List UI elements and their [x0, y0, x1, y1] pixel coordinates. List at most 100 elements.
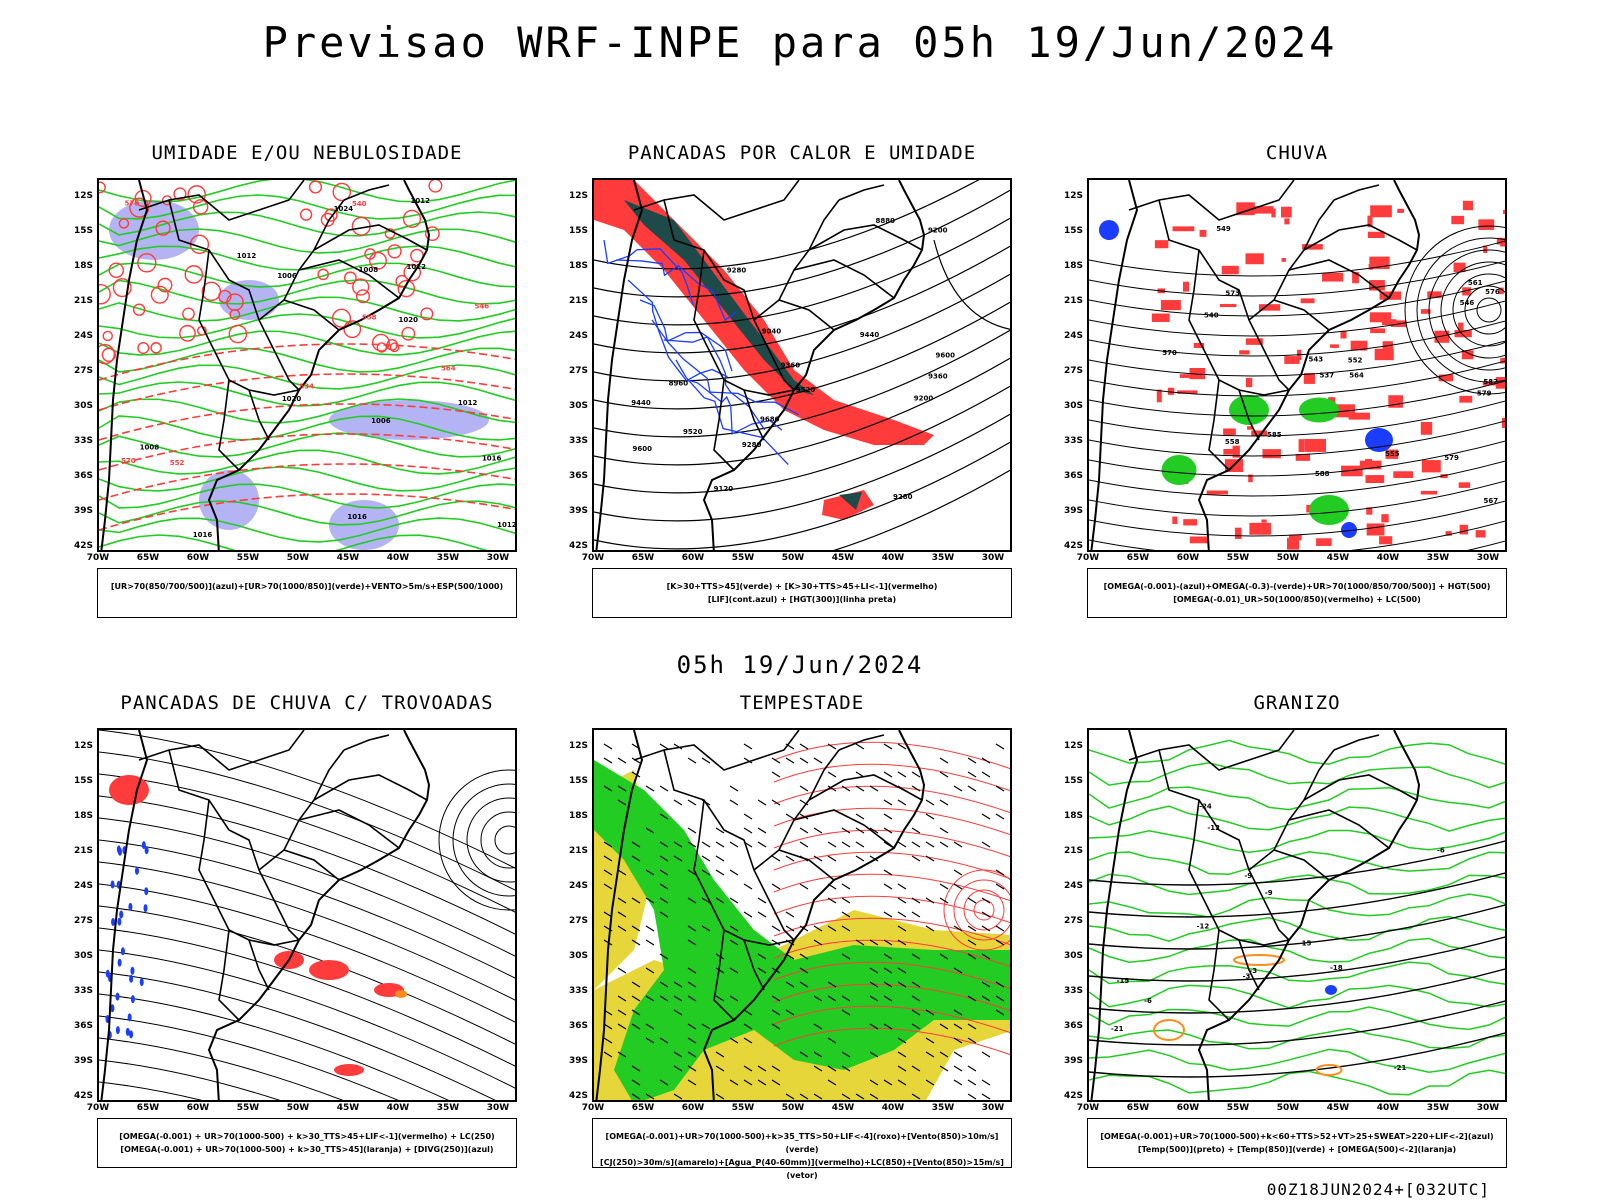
wind-vector	[687, 995, 697, 1002]
temp-850-contour	[1089, 1069, 1505, 1096]
political-border	[298, 809, 400, 849]
latitude-label: 27S	[73, 366, 93, 376]
legend-line: [OMEGA(-0.01)_UR>50(1000/850)(vermelho) …	[1173, 595, 1421, 604]
wind-vector	[981, 841, 991, 848]
thickness-contour	[182, 307, 195, 321]
wind-vector	[715, 1065, 725, 1072]
political-border	[298, 259, 400, 299]
map-canvas: 582 585 579 576 573 570 567 564 561 558 555 552 549 5…	[1089, 180, 1505, 550]
lifted-index-contour	[615, 259, 737, 322]
political-border	[663, 199, 795, 391]
political-border	[1208, 379, 1230, 471]
longitude-label: 30W	[981, 553, 1005, 563]
political-border	[343, 184, 390, 201]
wind-vector	[911, 1023, 921, 1030]
latitude-label: 24S	[73, 331, 93, 341]
political-border	[218, 379, 240, 471]
low-level-humidity-contour	[99, 296, 515, 322]
thickness-contour	[371, 333, 390, 352]
wind-vector	[771, 1023, 781, 1030]
panel-title: GRANIZO	[1253, 692, 1341, 714]
rain-area-red	[1330, 344, 1339, 348]
thickness-contour	[229, 309, 241, 320]
wind-vector	[617, 799, 627, 806]
wind-vector	[897, 1065, 907, 1072]
precipitable-water-contour	[773, 829, 1010, 858]
wind-vector	[771, 771, 781, 778]
streamline	[494, 825, 515, 855]
political-border	[743, 939, 795, 946]
thickness-contour	[99, 343, 515, 381]
streamline	[99, 883, 515, 1023]
wind-vector	[799, 757, 809, 764]
wind-vector	[995, 869, 1005, 876]
political-border	[1303, 224, 1418, 251]
rain-area-red	[1381, 319, 1397, 326]
wind-vector	[883, 869, 893, 876]
wind-vector	[925, 925, 935, 932]
wind-vector	[659, 995, 669, 1002]
hgt-500-contour	[1089, 380, 1505, 417]
wind-vector	[1009, 842, 1010, 843]
precipitable-water-contour	[773, 917, 1010, 946]
wind-vector	[645, 995, 655, 1002]
wind-vector	[869, 995, 879, 1002]
low-level-humidity-contour	[99, 449, 515, 475]
thickness-contour	[376, 342, 387, 353]
latitude-label: 42S	[73, 541, 93, 551]
latitude-label: 21S	[1063, 846, 1083, 856]
rain-area-red	[1295, 453, 1311, 461]
longitude-label: 45W	[1326, 553, 1350, 563]
rain-area-red	[1498, 287, 1504, 295]
omega-500-contour	[1233, 954, 1285, 966]
longitude-label: 40W	[386, 1103, 410, 1113]
rain-area-red	[1284, 356, 1300, 364]
thickness-contour	[317, 268, 329, 281]
wind-vector	[743, 1079, 753, 1086]
legend-line: [UR>70(850/700/500)](azul)+[UR>70(1000/8…	[110, 582, 504, 591]
longitude-label: 60W	[186, 1103, 210, 1113]
wind-vector	[953, 1079, 963, 1086]
thickness-contour	[99, 463, 515, 501]
streamline	[480, 811, 515, 869]
latitude-label: 27S	[1063, 916, 1083, 926]
wind-vector	[771, 799, 781, 806]
divergence-area-blue	[120, 947, 125, 956]
wind-vector	[631, 1023, 641, 1030]
wind-vector	[981, 771, 991, 778]
wind-vector	[911, 841, 921, 848]
rain-area-red	[1258, 304, 1281, 311]
wind-vector	[617, 1009, 627, 1016]
thickness-contour	[218, 289, 232, 304]
legend-line: [Temp(500)](preto) + [Temp(850)](verde) …	[1137, 1145, 1457, 1154]
wind-vector	[911, 785, 921, 792]
coastline	[100, 730, 431, 1100]
thickness-contour	[369, 251, 387, 270]
wind-vector	[673, 981, 683, 988]
wind-vector	[939, 771, 949, 778]
rain-area-red	[1454, 330, 1472, 338]
wind-vector	[687, 1023, 697, 1030]
latitude-label: 42S	[73, 1091, 93, 1101]
wind-vector	[967, 995, 977, 1002]
wind-vector	[687, 757, 697, 764]
thickness-contour	[192, 199, 209, 215]
wind-vector	[981, 1093, 991, 1100]
wind-vector	[617, 785, 627, 792]
thickness-contour	[201, 281, 222, 302]
thickness-contour	[99, 343, 116, 365]
low-level-humidity-contour	[99, 330, 515, 356]
latitude-label: 33S	[1063, 436, 1083, 446]
thickness-contour	[324, 208, 338, 222]
wind-vector	[869, 939, 879, 946]
precipitable-water-contour	[773, 741, 1010, 770]
precipitable-water-contour	[773, 895, 1010, 924]
divergence-area-blue	[144, 887, 149, 896]
political-border	[258, 749, 345, 871]
rain-area-green	[1161, 455, 1197, 485]
wind-vector	[617, 911, 627, 918]
wind-vector	[813, 855, 823, 862]
wind-vector	[617, 869, 627, 876]
wind-vector	[953, 1009, 963, 1016]
longitude-label: 35W	[436, 553, 460, 563]
